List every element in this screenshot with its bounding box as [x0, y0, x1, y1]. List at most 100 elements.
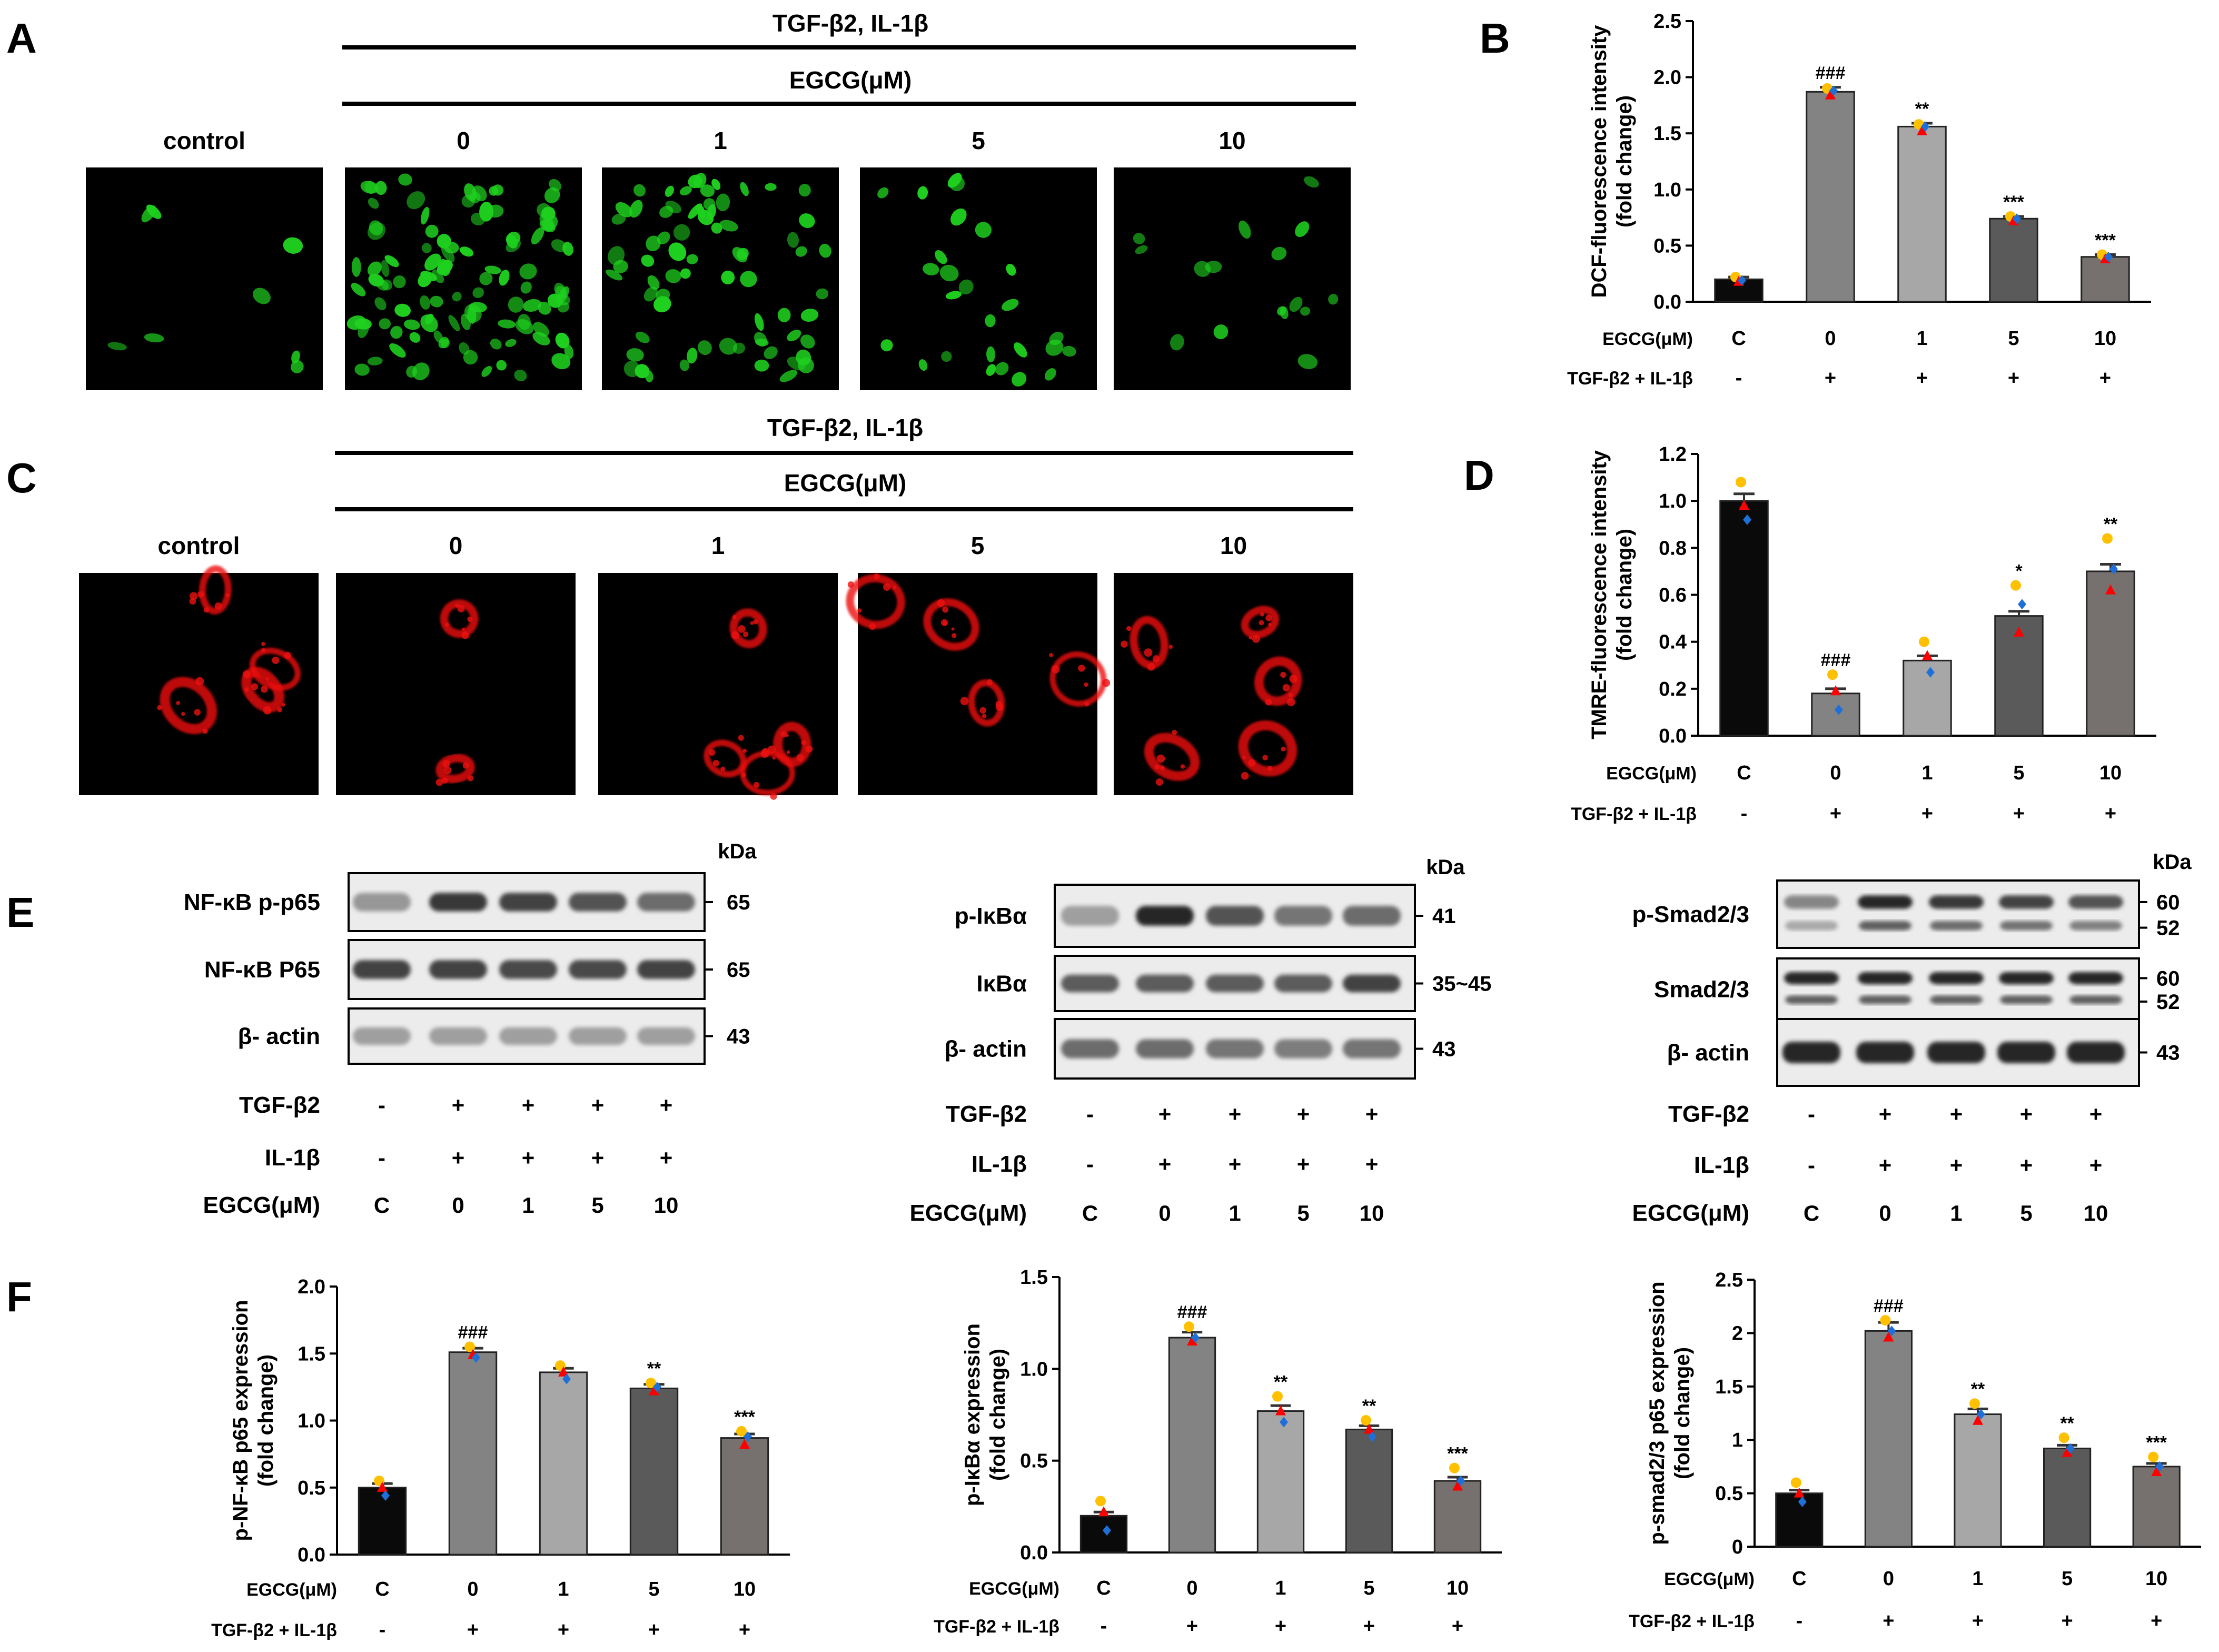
data-point — [649, 1385, 659, 1396]
data-point — [377, 1481, 388, 1492]
mito-speck — [979, 707, 986, 714]
cell — [659, 205, 673, 218]
cell — [704, 739, 747, 778]
blot-band — [1206, 974, 1264, 993]
condition-value: + — [1365, 1152, 1379, 1176]
significance-label: *** — [2003, 192, 2024, 212]
mito-speck — [951, 627, 955, 631]
mito-speck — [1286, 698, 1295, 707]
data-point — [1457, 1476, 1465, 1487]
category-label: 10 — [2094, 328, 2116, 350]
mito-speck — [214, 602, 222, 610]
kda-value: 65 — [727, 958, 750, 982]
cell — [484, 265, 501, 274]
blot-band — [1136, 974, 1194, 993]
treatment-sign: + — [1186, 1615, 1198, 1637]
cell — [1044, 368, 1056, 381]
cell — [1271, 246, 1287, 261]
kda-value: 43 — [727, 1025, 750, 1048]
blot-band — [499, 960, 557, 979]
condition-value: + — [1158, 1102, 1172, 1126]
mito-speck — [284, 651, 292, 659]
kda-value: 60 — [2156, 891, 2180, 914]
condition-value: + — [1365, 1102, 1379, 1126]
cell — [409, 332, 421, 343]
cell — [444, 242, 459, 254]
column-label-1: 1 — [714, 127, 727, 154]
mito-speck — [1280, 671, 1286, 678]
panel-label-a: A — [6, 15, 37, 62]
cell — [393, 275, 406, 289]
cell — [918, 359, 928, 371]
p-ikba-bar-chart: 0.0 0.5 1.0 1.5 p-IκBα expression (fold chang… — [934, 1267, 1502, 1637]
bar-0 — [1806, 91, 1855, 303]
category-label: 5 — [648, 1578, 659, 1600]
mito-speck — [753, 619, 758, 625]
nfkb-western-blot: kDa NF-κB p-p65 65 NF-κB P65 65 β- actin 43 TGF… — [184, 840, 757, 1218]
condition-value: + — [591, 1093, 605, 1117]
blot-band — [1858, 972, 1913, 985]
mito-speck — [181, 712, 185, 716]
cell — [986, 364, 996, 376]
cell — [354, 363, 370, 376]
kda-value: 43 — [1432, 1038, 1456, 1061]
column-label-control: control — [163, 127, 245, 154]
category-label: 10 — [2145, 1568, 2167, 1590]
mito-speck — [225, 593, 230, 598]
blot-band — [1930, 921, 1983, 931]
mito-speck — [1126, 626, 1132, 631]
blot-band — [1343, 1039, 1401, 1059]
y-tick-label: 1.0 — [298, 1410, 325, 1432]
category-label: 5 — [2008, 328, 2019, 350]
blot-band — [353, 1027, 411, 1045]
data-point — [1275, 1405, 1286, 1416]
y-axis-label-line: DCF-fluorescence intensity — [1588, 25, 1611, 298]
y-tick-label: 1.0 — [1020, 1358, 1048, 1380]
category-label: 5 — [1363, 1577, 1374, 1599]
cell — [950, 208, 967, 226]
kda-value: 41 — [1432, 905, 1456, 928]
cell — [819, 243, 831, 258]
y-tick-label: 2.0 — [1653, 67, 1681, 89]
cell — [657, 231, 670, 244]
mito-speck — [847, 581, 854, 588]
blot-band — [1999, 895, 2054, 909]
mito-speck — [869, 623, 876, 630]
significance-label: ** — [2060, 1413, 2074, 1433]
cell — [368, 197, 379, 209]
significance-label: *** — [2095, 230, 2116, 250]
bar-0 — [448, 1351, 498, 1556]
y-tick-label: 0.0 — [1653, 291, 1681, 313]
cell — [923, 598, 979, 651]
column-label-0: 0 — [457, 127, 470, 154]
cell — [673, 224, 690, 241]
data-point — [1977, 1409, 1985, 1420]
category-label: C — [1096, 1577, 1111, 1599]
cell — [1295, 221, 1310, 238]
cell — [420, 314, 438, 332]
data-point — [1361, 1414, 1371, 1426]
data-point — [472, 1352, 480, 1363]
bar-10 — [1433, 1480, 1482, 1554]
data-point — [2066, 1443, 2075, 1454]
kda-value: 60 — [2156, 967, 2180, 990]
blot-row-label: NF-κB P65 — [204, 957, 320, 983]
mito-speck — [462, 762, 469, 769]
y-axis-label-line: p-smad2/3 p65 expression — [1646, 1281, 1669, 1545]
cell — [533, 322, 549, 337]
cell — [564, 344, 574, 359]
y-axis-label: p-IκBα expression (fold change) — [961, 1323, 1009, 1506]
condition-label: IL-1β — [1694, 1152, 1749, 1178]
significance-label: ### — [458, 1323, 488, 1343]
cell — [1304, 176, 1319, 188]
blot-band — [1061, 906, 1119, 926]
y-tick-label: 0.8 — [1659, 537, 1687, 559]
column-label-10: 10 — [1219, 127, 1245, 154]
category-label: 0 — [1883, 1568, 1894, 1590]
mito-speck — [461, 631, 470, 639]
mito-speck — [1051, 665, 1060, 674]
mito-speck — [937, 599, 945, 607]
data-point — [1790, 1477, 1801, 1488]
cell — [381, 260, 390, 277]
treatment-sign: + — [1825, 367, 1836, 389]
